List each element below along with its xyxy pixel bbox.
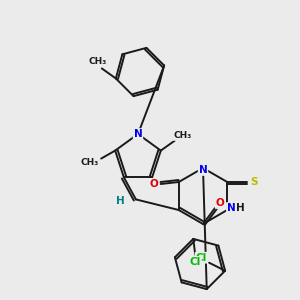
Text: S: S [250,177,258,187]
Text: CH₃: CH₃ [89,57,107,66]
Text: O: O [216,198,224,208]
Text: H: H [116,196,124,206]
Text: CH₃: CH₃ [80,158,98,167]
Text: N: N [199,165,207,175]
Text: H: H [236,203,244,213]
Text: O: O [149,179,158,189]
Text: CH₃: CH₃ [174,131,192,140]
Text: N: N [227,203,236,213]
Text: Cl: Cl [196,253,207,263]
Text: Cl: Cl [190,257,201,267]
Text: N: N [134,129,142,139]
